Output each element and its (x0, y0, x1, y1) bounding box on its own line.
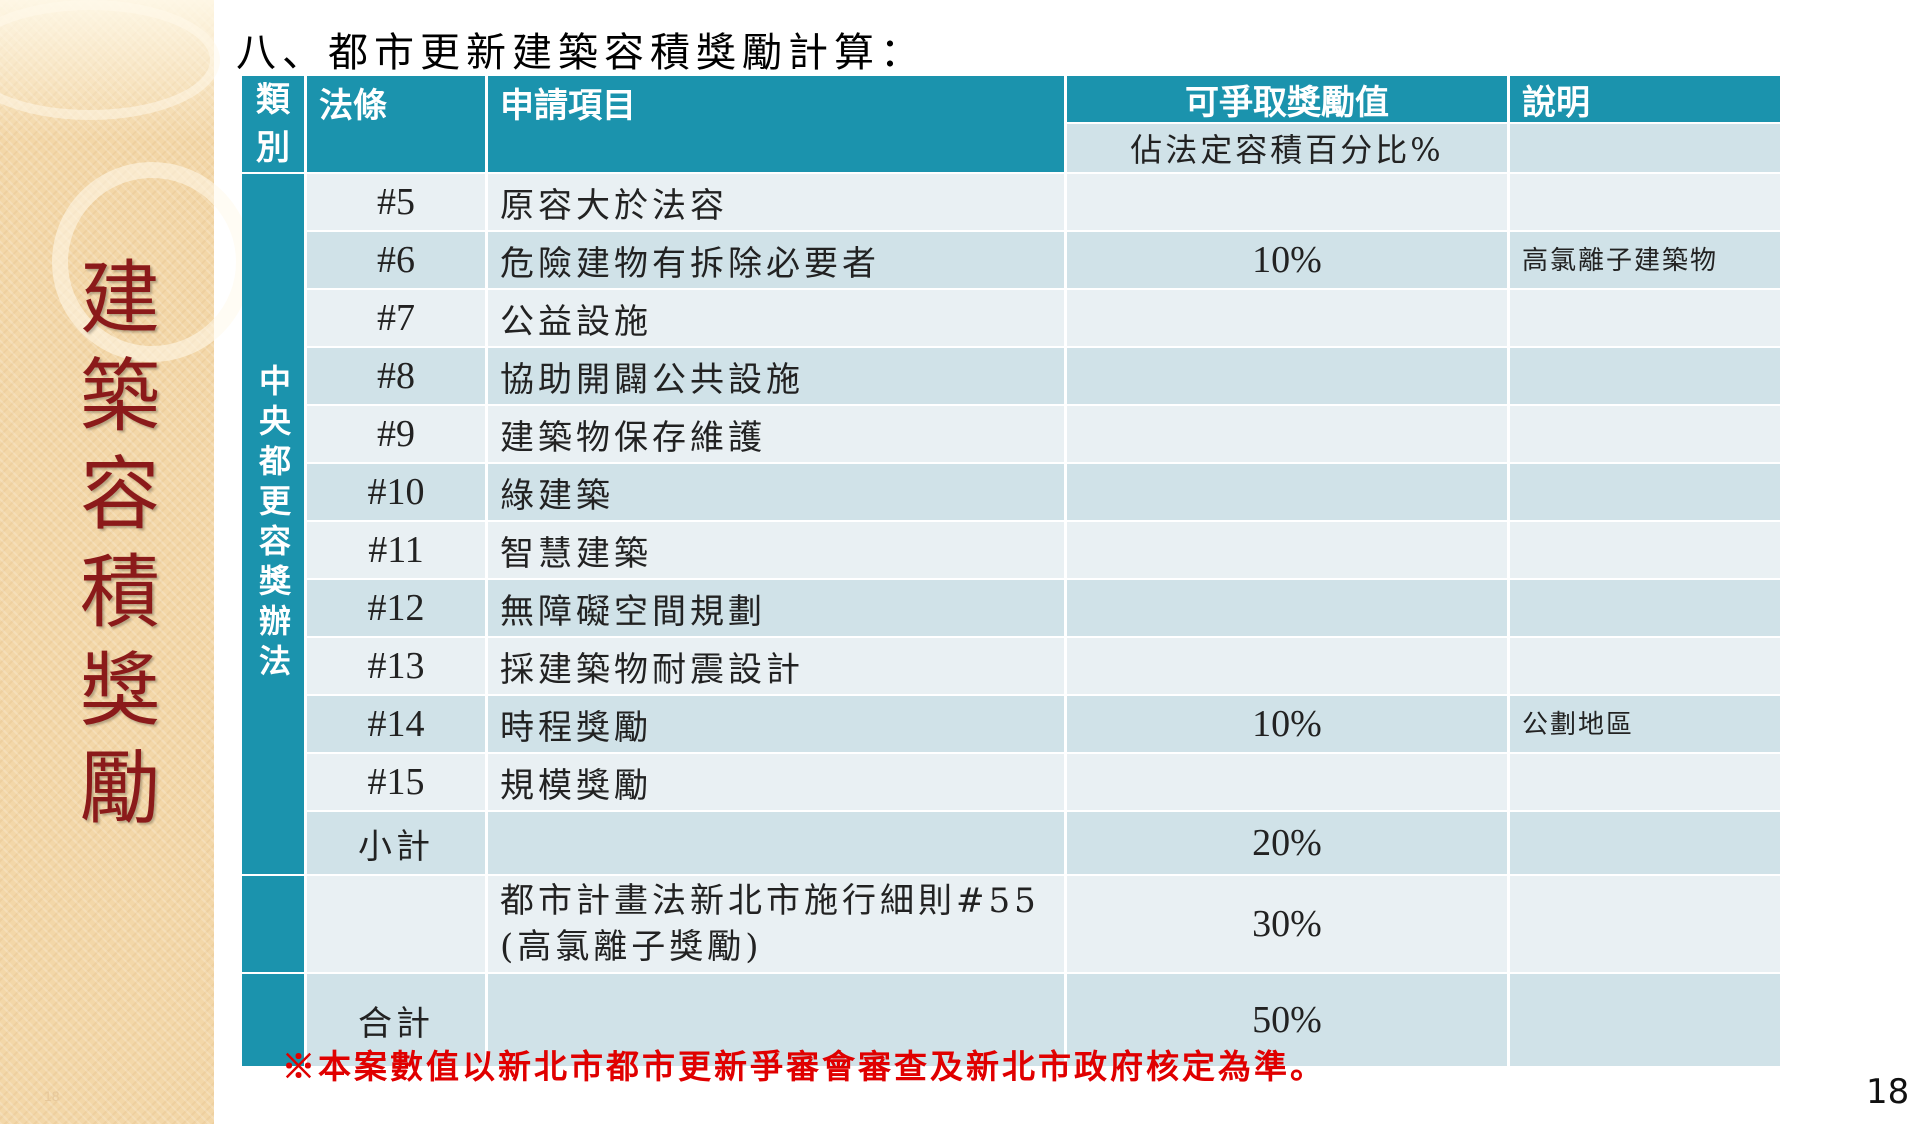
row-item: 公益設施 (488, 290, 1064, 346)
row-note (1510, 348, 1780, 404)
row-law: #6 (307, 232, 485, 288)
row-note (1510, 290, 1780, 346)
row-note (1510, 754, 1780, 810)
header-category-char: 別 (256, 128, 290, 168)
total-label: 合計 (307, 974, 485, 1066)
row-law: #12 (307, 580, 485, 636)
page-number: 18 (1866, 1072, 1910, 1112)
side-title-char: 積 (80, 546, 160, 639)
row-item: 綠建築 (488, 464, 1064, 520)
group-label: 中央都更容獎辦法 (242, 174, 304, 874)
row-value (1067, 290, 1507, 346)
row-item: 規模獎勵 (488, 754, 1064, 810)
row-law: #5 (307, 174, 485, 230)
row-note (1510, 464, 1780, 520)
side-title-char: 勵 (80, 742, 160, 835)
side-ring-top (0, 0, 220, 120)
side-title: 建 築 容 積 獎 勵 (80, 250, 160, 838)
row-item: 協助開闢公共設施 (488, 348, 1064, 404)
subtotal-item (488, 812, 1064, 874)
total-note (1510, 974, 1780, 1066)
row-note (1510, 406, 1780, 462)
row-note: 高氯離子建築物 (1510, 232, 1780, 288)
row-value: 10% (1067, 232, 1507, 288)
local-value: 30% (1067, 876, 1507, 972)
row-item: 時程獎勵 (488, 696, 1064, 752)
side-title-char: 容 (80, 448, 160, 541)
header-item: 申請項目 (488, 76, 1064, 172)
row-note (1510, 580, 1780, 636)
row-law: #8 (307, 348, 485, 404)
row-item: 採建築物耐震設計 (488, 638, 1064, 694)
local-note (1510, 876, 1780, 972)
row-value (1067, 174, 1507, 230)
row-item: 原容大於法容 (488, 174, 1064, 230)
total-item (488, 974, 1064, 1066)
row-note: 公劃地區 (1510, 696, 1780, 752)
side-title-char: 築 (80, 350, 160, 443)
header-note: 說明 (1510, 76, 1780, 122)
subtotal-value: 20% (1067, 812, 1507, 874)
header-category-char: 類 (256, 80, 290, 120)
local-law (307, 876, 485, 972)
row-value (1067, 638, 1507, 694)
total-category (242, 974, 304, 1066)
header-law: 法條 (307, 76, 485, 172)
page-title: 八、都市更新建築容積獎勵計算： (236, 30, 926, 76)
header-value: 可爭取獎勵值 (1067, 76, 1507, 122)
footnote: ※本案數值以新北市都市更新爭審會審查及新北市政府核定為準。 (282, 1047, 1326, 1086)
group-label-text: 中央都更容獎辦法 (254, 364, 292, 684)
row-value (1067, 754, 1507, 810)
local-category (242, 876, 304, 972)
header-category: 類 別 (242, 76, 304, 172)
local-item-line1: 都市計畫法新北市施行細則#55 (500, 881, 1040, 921)
side-title-char: 建 (80, 252, 160, 345)
bonus-table: 類 別 法條 申請項目 可爭取獎勵值 說明 佔法定容積百分比% 中央都更容獎辦法… (242, 76, 1780, 1066)
subtotal-note (1510, 812, 1780, 874)
row-law: #13 (307, 638, 485, 694)
row-value (1067, 464, 1507, 520)
row-value (1067, 406, 1507, 462)
side-decoration: 建 築 容 積 獎 勵 18 (0, 0, 252, 1124)
row-law: #10 (307, 464, 485, 520)
row-law: #14 (307, 696, 485, 752)
side-page-number: 18 (44, 1088, 60, 1104)
header-value-sub: 佔法定容積百分比% (1067, 124, 1507, 172)
row-item: 無障礙空間規劃 (488, 580, 1064, 636)
row-value (1067, 522, 1507, 578)
row-law: #11 (307, 522, 485, 578)
row-item: 智慧建築 (488, 522, 1064, 578)
row-note (1510, 174, 1780, 230)
row-law: #15 (307, 754, 485, 810)
row-law: #9 (307, 406, 485, 462)
row-item: 建築物保存維護 (488, 406, 1064, 462)
local-item-line2: (高氯離子獎勵) (500, 927, 763, 967)
row-note (1510, 638, 1780, 694)
row-value (1067, 348, 1507, 404)
row-law: #7 (307, 290, 485, 346)
total-value: 50% (1067, 974, 1507, 1066)
row-note (1510, 522, 1780, 578)
header-note-sub (1510, 124, 1780, 172)
row-value: 10% (1067, 696, 1507, 752)
row-item: 危險建物有拆除必要者 (488, 232, 1064, 288)
row-value (1067, 580, 1507, 636)
local-item: 都市計畫法新北市施行細則#55 (高氯離子獎勵) (488, 876, 1064, 972)
subtotal-label: 小計 (307, 812, 485, 874)
side-title-char: 獎 (80, 644, 160, 737)
